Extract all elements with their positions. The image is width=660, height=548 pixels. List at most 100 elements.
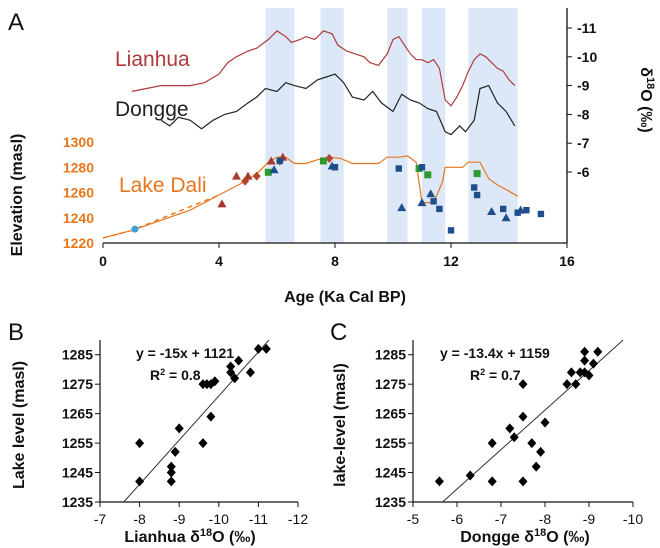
blue-square-marker-2: [395, 165, 402, 172]
shaded-band-1: [320, 8, 344, 243]
panel-b-point-18: [210, 376, 220, 387]
red-triangle-marker-0: [217, 199, 227, 208]
panel-c-point-19: [588, 358, 598, 369]
blue-square-marker-9: [500, 205, 507, 213]
panel-a-left-tick-label-4: 1300: [63, 134, 94, 150]
panel-a-left-tick-label-0: 1220: [63, 235, 94, 251]
panel-c-point-9: [531, 461, 541, 472]
panel-b-x-tick-label-3: -10: [209, 511, 229, 527]
panel-c-y-tick-label-0: 1235: [375, 494, 406, 510]
blue-square-marker-10: [514, 209, 521, 216]
series-label-lake-dali: Lake Dali: [119, 174, 207, 197]
panel-c-y-tick-label-1: 1245: [375, 465, 406, 481]
panel-c-point-22: [509, 432, 519, 443]
panel-label-c: C: [330, 319, 347, 346]
series-line-lianhua: [131, 30, 516, 107]
panel-a-right-tick-label-4: -7: [577, 135, 590, 151]
blue-square-marker-12: [537, 210, 545, 218]
panel-b-point-6: [174, 423, 184, 434]
panel-c-y-tick-label-3: 1265: [375, 406, 406, 422]
panel-c-point-2: [487, 476, 497, 487]
panel-c-r-squared: R2 = 0.7: [470, 367, 521, 383]
panel-b-point-7: [198, 438, 208, 449]
panel-c-point-4: [505, 423, 515, 434]
panel-b-x-tick-label-5: -12: [288, 511, 308, 527]
panel-b-point-4: [166, 461, 176, 472]
panel-b-y-axis-label: Lake level (masl): [11, 361, 28, 489]
panel-c-point-17: [580, 346, 590, 357]
panel-b-x-tick-label-2: -9: [173, 511, 186, 527]
panel-c-point-21: [580, 367, 590, 378]
panel-c-x-tick-label-1: -6: [451, 511, 464, 527]
panel-b-point-1: [135, 438, 145, 449]
blue-square-marker-1: [331, 164, 339, 171]
blue-triangle-marker-6: [501, 213, 511, 222]
panel-a-right-axis-label: δ18O (‰): [637, 67, 656, 133]
red-triangle-marker-1: [231, 171, 241, 180]
panel-c-point-3: [487, 438, 497, 449]
panel-b-point-3: [166, 467, 176, 478]
blue-square-marker-3: [418, 164, 426, 171]
panel-a-x-tick-label-3: 12: [443, 253, 459, 269]
panel-a-x-tick-label-4: 16: [559, 253, 575, 269]
blue-triangle-marker-4: [426, 189, 436, 198]
panel-a-right-tick-label-3: -8: [577, 106, 590, 122]
panel-c-y-tick-label-4: 1275: [375, 376, 406, 392]
panel-label-a: A: [8, 9, 24, 36]
red-triangle-marker-3: [266, 156, 276, 165]
blue-square-marker-11: [523, 206, 530, 214]
panel-b-point-2: [166, 476, 176, 487]
panel-c-point-6: [518, 379, 528, 390]
blue-triangle-marker-0: [269, 165, 279, 174]
panel-b-x-tick-label-4: -11: [249, 511, 268, 527]
blue-triangle-marker-3: [417, 198, 427, 207]
green-square-marker-0: [264, 168, 272, 176]
panel-a-right-tick-label-1: -10: [577, 49, 597, 65]
panel-c-y-axis-label: lake-level (masl): [332, 363, 349, 487]
panel-c-point-14: [571, 379, 581, 390]
panel-b-x-tick-label-0: -7: [94, 511, 107, 527]
panel-c-x-tick-label-4: -9: [583, 511, 596, 527]
panel-c-point-12: [562, 379, 572, 390]
panel-c-equation: y = -13.4x + 1159: [440, 345, 550, 361]
panel-b-equation: y = -15x + 1121: [136, 345, 234, 361]
panel-b-y-tick-label-1: 1245: [62, 465, 93, 481]
panel-c-x-axis-label: Dongge δ18O (‰): [460, 527, 590, 546]
lake-dali-dashed-extrapolation: [102, 194, 220, 239]
panel-b-point-16: [253, 343, 263, 354]
panel-c-point-10: [536, 446, 546, 457]
panel-b-y-tick-label-2: 1255: [62, 435, 93, 451]
shaded-band-2: [387, 8, 408, 243]
panel-a-x-tick-label-2: 8: [331, 253, 339, 269]
panel-c-point-5: [518, 411, 528, 422]
red-diamond-marker-0: [241, 176, 250, 186]
panel-c-point-7: [518, 476, 528, 487]
panel-c-x-tick-label-5: -10: [623, 511, 643, 527]
green-square-marker-3: [473, 170, 481, 178]
panel-a-right-tick-label-2: -9: [577, 78, 590, 94]
shaded-band-0: [265, 8, 295, 243]
panel-b-x-tick-label-1: -8: [133, 511, 146, 527]
panel-c-point-0: [434, 476, 444, 487]
blue-square-marker-6: [447, 227, 455, 234]
panel-a-left-tick-label-1: 1240: [63, 210, 94, 226]
series-label-dongge: Dongge: [115, 98, 189, 121]
panel-b-point-14: [234, 355, 244, 366]
blue-triangle-marker-5: [487, 206, 497, 215]
panel-a-x-axis-label: Age (Ka Cal BP): [284, 289, 406, 306]
panel-b-point-19: [230, 373, 240, 384]
panel-b-fit-line: [123, 339, 270, 503]
panel-c-point-16: [580, 355, 590, 366]
panel-c-y-tick-label-5: 1285: [375, 347, 406, 363]
panel-a-left-tick-label-3: 1280: [63, 159, 94, 175]
panel-b-y-tick-label-0: 1235: [62, 494, 93, 510]
panel-b-r-squared: R2 = 0.8: [150, 367, 201, 383]
panel-c-point-11: [540, 417, 550, 428]
panel-c-point-8: [527, 438, 537, 449]
shaded-band-4: [468, 8, 518, 243]
panel-b-y-tick-label-3: 1265: [62, 406, 93, 422]
panel-b-point-15: [245, 367, 255, 378]
panel-c-point-20: [593, 346, 603, 357]
red-diamond-marker-3: [325, 153, 334, 163]
